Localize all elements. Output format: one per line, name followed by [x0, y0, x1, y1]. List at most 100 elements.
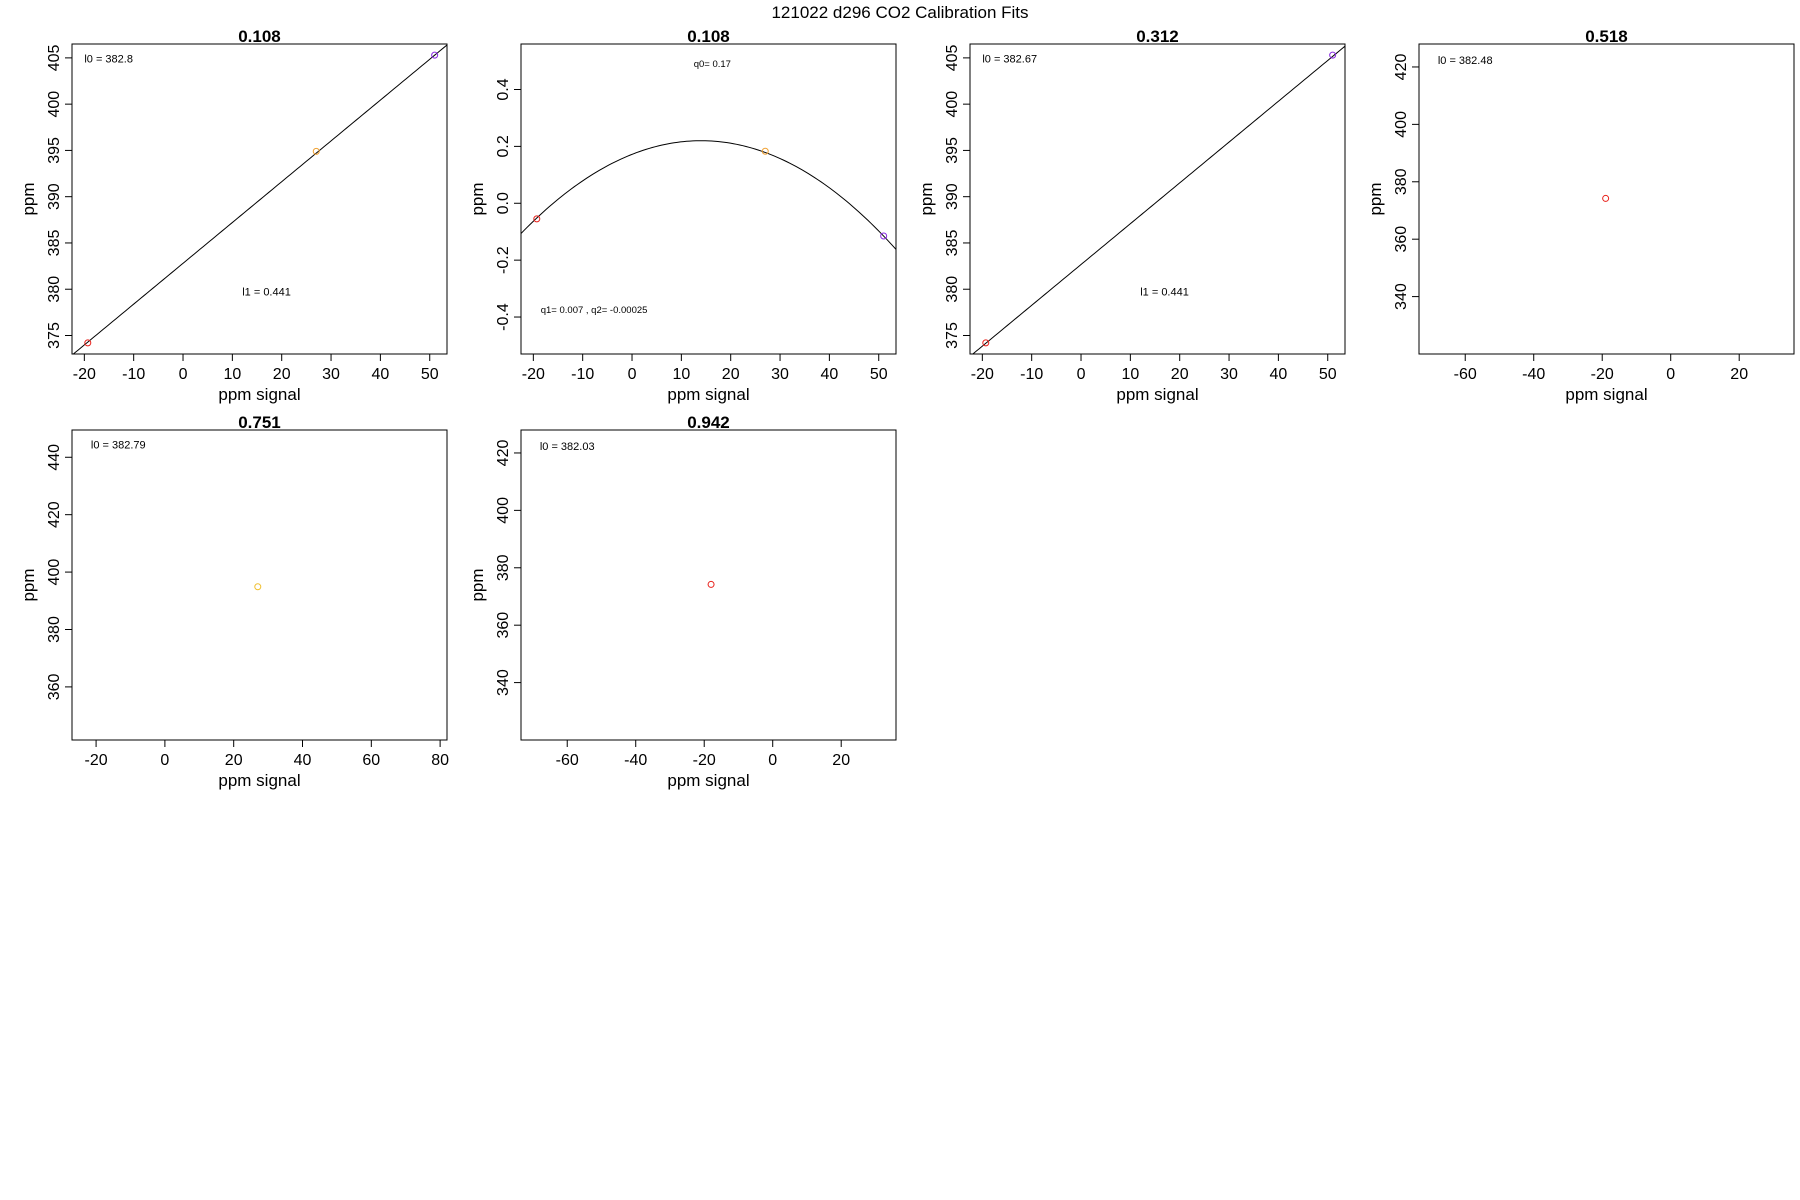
x-tick-label: -60 — [556, 752, 579, 769]
panel-title: 0.108 — [238, 27, 281, 46]
x-tick-label: -20 — [522, 366, 545, 383]
data-point — [880, 232, 888, 240]
y-tick-label: 360 — [1393, 226, 1410, 253]
x-tick-label: 20 — [1171, 366, 1189, 383]
x-tick-label: 50 — [421, 366, 439, 383]
data-point — [982, 339, 990, 347]
linear-fit-line — [972, 45, 1345, 354]
x-tick-label: 40 — [1269, 366, 1287, 383]
panel-title: 0.518 — [1585, 27, 1628, 46]
y-tick-label: 340 — [1393, 283, 1410, 310]
x-tick-label: -40 — [1522, 366, 1545, 383]
x-tick-label: -40 — [624, 752, 647, 769]
y-tick-label: 390 — [46, 183, 63, 210]
fit-annotation: l0 = 382.67 — [982, 54, 1037, 66]
y-tick-label: 0.4 — [495, 78, 512, 100]
y-tick-label: 405 — [46, 44, 63, 71]
y-axis-label: ppm — [468, 182, 487, 215]
data-point — [533, 215, 541, 223]
plot-frame — [71, 43, 448, 355]
y-tick-label: 400 — [944, 91, 961, 118]
y-tick-label: 400 — [46, 91, 63, 118]
calibration-panel-2: 0.108 -20 -10 0 10 20 30 40 50 -0.4 -0.2 0.0 0.2 0.4 p… — [468, 27, 897, 404]
y-tick-label: 380 — [495, 554, 512, 581]
data-point — [254, 583, 262, 591]
fit-annotation: l1 = 0.441 — [1140, 287, 1189, 299]
x-tick-label: 40 — [820, 366, 838, 383]
calibration-panel-6: 0.942 -60 -40 -20 0 20 340 360 380 400 420 ppm sign… — [468, 413, 897, 790]
x-tick-label: 20 — [722, 366, 740, 383]
fit-annotation: q0= 0.17 — [694, 59, 731, 70]
panel-title: 0.942 — [687, 413, 730, 432]
quadratic-fit-curve — [521, 140, 896, 250]
panel-title: 0.312 — [1136, 27, 1179, 46]
x-tick-label: -20 — [85, 752, 108, 769]
x-tick-label: 0 — [179, 366, 188, 383]
x-tick-label: 10 — [223, 366, 241, 383]
plot-frame — [520, 429, 897, 741]
y-tick-label: 380 — [1393, 168, 1410, 195]
x-tick-label: 80 — [431, 752, 449, 769]
linear-fit-line — [72, 44, 447, 354]
y-axis-label: ppm — [19, 568, 38, 601]
data-point — [84, 339, 92, 347]
y-tick-label: 400 — [46, 559, 63, 586]
fit-annotation: l0 = 382.79 — [91, 440, 146, 452]
plot-frame — [71, 429, 448, 741]
y-axis-label: ppm — [19, 182, 38, 215]
y-tick-label: 0.2 — [495, 135, 512, 157]
x-tick-label: 0 — [768, 752, 777, 769]
panel-title: 0.751 — [238, 413, 281, 432]
x-tick-label: 60 — [362, 752, 380, 769]
x-tick-label: -10 — [1020, 366, 1043, 383]
x-tick-label: 0 — [1666, 366, 1675, 383]
x-axis-label: ppm signal — [1116, 385, 1198, 404]
y-tick-label: 385 — [944, 230, 961, 257]
x-tick-label: 20 — [273, 366, 291, 383]
panel-title: 0.108 — [687, 27, 730, 46]
x-tick-label: 50 — [1319, 366, 1337, 383]
fit-annotation: l0 = 382.03 — [540, 441, 595, 453]
y-tick-label: 420 — [46, 501, 63, 528]
x-tick-label: 0 — [160, 752, 169, 769]
y-tick-label: -0.2 — [495, 246, 512, 274]
y-tick-label: 420 — [495, 440, 512, 467]
y-tick-label: 385 — [46, 230, 63, 257]
x-axis-label: ppm signal — [667, 771, 749, 790]
x-tick-label: -20 — [1591, 366, 1614, 383]
y-tick-label: 440 — [46, 444, 63, 471]
x-tick-label: 0 — [1077, 366, 1086, 383]
y-tick-label: 375 — [944, 322, 961, 349]
x-tick-label: 30 — [771, 366, 789, 383]
y-tick-label: 0.0 — [495, 192, 512, 214]
plot-frame — [520, 43, 897, 355]
data-point — [1602, 194, 1610, 202]
x-tick-label: 30 — [1220, 366, 1238, 383]
x-axis-label: ppm signal — [218, 771, 300, 790]
x-tick-label: -20 — [73, 366, 96, 383]
fit-annotation: l0 = 382.8 — [84, 54, 133, 66]
x-tick-label: 40 — [371, 366, 389, 383]
x-axis-label: ppm signal — [1565, 385, 1647, 404]
x-tick-label: -20 — [693, 752, 716, 769]
y-tick-label: 360 — [495, 612, 512, 639]
x-tick-label: 50 — [870, 366, 888, 383]
y-tick-label: 420 — [1393, 54, 1410, 81]
calibration-panel-1: 0.108 -20 -10 0 10 20 30 40 50 375 380 385 390 395 400… — [19, 27, 448, 404]
calibration-panel-5: 0.751 -20 0 20 40 60 80 360 380 400 420 440 ppm sign… — [19, 413, 449, 790]
x-tick-label: 20 — [832, 752, 850, 769]
y-tick-label: 390 — [944, 183, 961, 210]
y-axis-label: ppm — [468, 568, 487, 601]
fit-annotation: l0 = 382.48 — [1438, 55, 1493, 67]
panel-grid: 0.108-20 -10 0 10 20 30 40 50375380385390395400… — [19, 27, 1795, 790]
x-tick-label: -20 — [971, 366, 994, 383]
y-tick-label: 400 — [1393, 111, 1410, 138]
x-tick-label: 10 — [672, 366, 690, 383]
x-tick-label: 40 — [294, 752, 312, 769]
y-tick-label: 380 — [46, 276, 63, 303]
figure-title: 121022 d296 CO2 Calibration Fits — [771, 3, 1028, 22]
y-tick-label: 395 — [46, 137, 63, 164]
fit-annotation: q1= 0.007 , q2= -0.00025 — [541, 305, 648, 316]
x-tick-label: 20 — [1730, 366, 1748, 383]
